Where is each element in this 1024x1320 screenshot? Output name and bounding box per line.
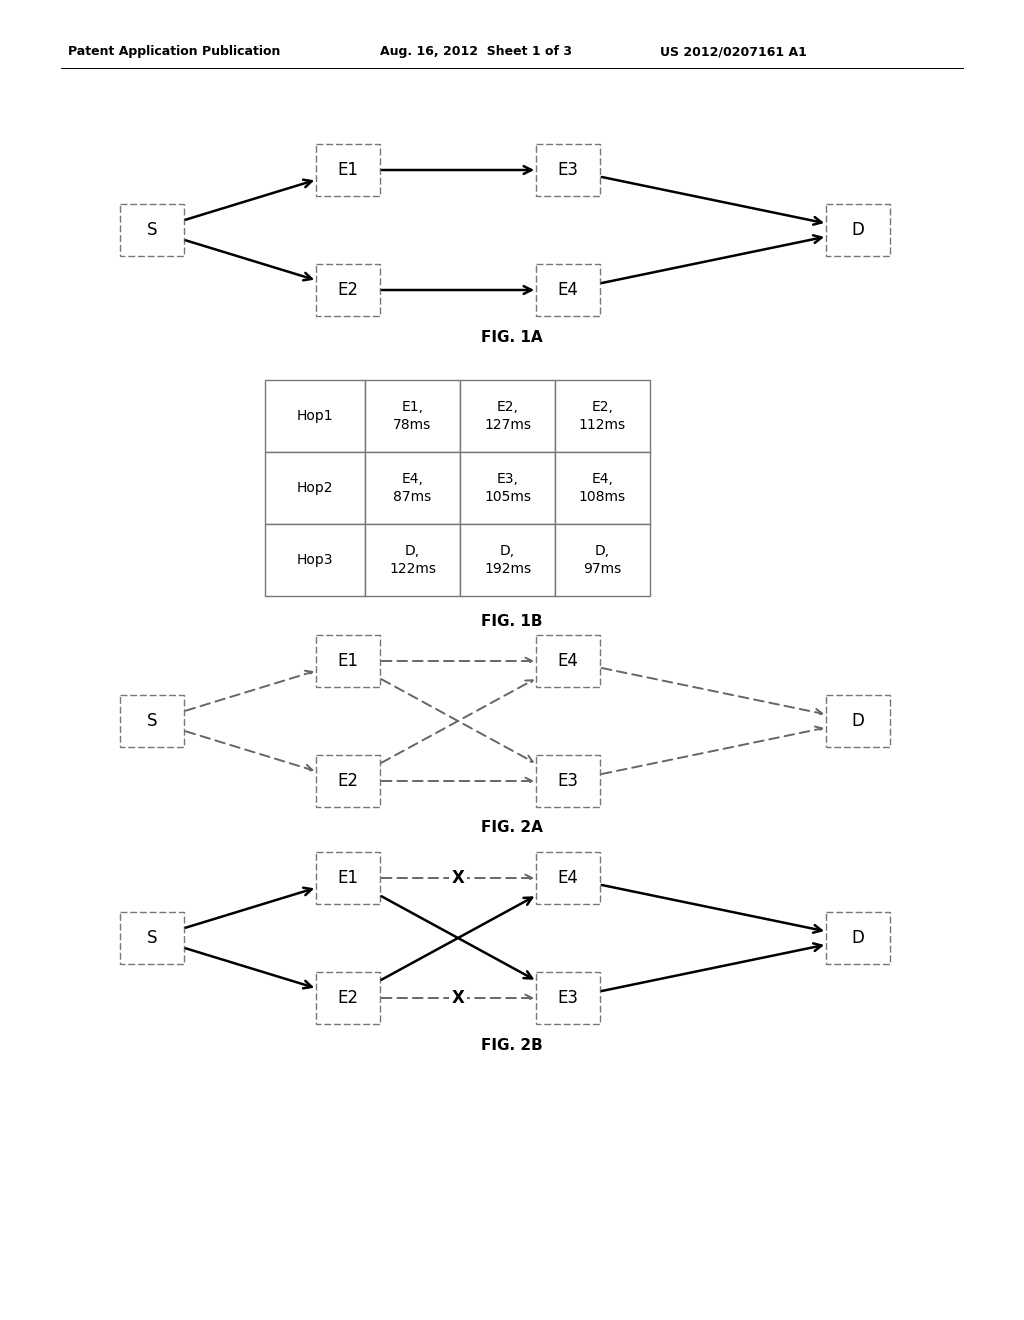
FancyBboxPatch shape xyxy=(120,912,184,964)
Bar xyxy=(555,451,650,524)
FancyBboxPatch shape xyxy=(536,635,600,686)
Bar xyxy=(365,451,460,524)
Text: E2: E2 xyxy=(338,989,358,1007)
Text: E4: E4 xyxy=(557,869,579,887)
FancyBboxPatch shape xyxy=(826,696,890,747)
Text: FIG. 2A: FIG. 2A xyxy=(481,821,543,836)
Text: E2: E2 xyxy=(338,772,358,789)
Bar xyxy=(265,524,365,597)
Text: FIG. 1A: FIG. 1A xyxy=(481,330,543,345)
Text: Hop2: Hop2 xyxy=(297,480,333,495)
Text: E3,
105ms: E3, 105ms xyxy=(484,473,531,504)
Bar xyxy=(365,380,460,451)
Text: Hop3: Hop3 xyxy=(297,553,333,568)
FancyBboxPatch shape xyxy=(316,635,380,686)
Bar xyxy=(265,380,365,451)
Text: E1: E1 xyxy=(338,652,358,671)
Text: E1: E1 xyxy=(338,869,358,887)
Text: E1,
78ms: E1, 78ms xyxy=(393,400,432,432)
Bar xyxy=(555,380,650,451)
Text: X: X xyxy=(452,869,465,887)
FancyBboxPatch shape xyxy=(120,696,184,747)
Bar xyxy=(460,380,555,451)
Text: E3: E3 xyxy=(557,989,579,1007)
FancyBboxPatch shape xyxy=(826,912,890,964)
Text: FIG. 1B: FIG. 1B xyxy=(481,614,543,628)
FancyBboxPatch shape xyxy=(536,264,600,315)
Bar xyxy=(555,524,650,597)
Text: E4,
87ms: E4, 87ms xyxy=(393,473,432,504)
Text: E2: E2 xyxy=(338,281,358,300)
FancyBboxPatch shape xyxy=(316,264,380,315)
Text: S: S xyxy=(146,711,158,730)
Text: E2,
127ms: E2, 127ms xyxy=(484,400,531,432)
Text: S: S xyxy=(146,220,158,239)
Text: D: D xyxy=(852,220,864,239)
Text: D: D xyxy=(852,929,864,946)
Text: E2,
112ms: E2, 112ms xyxy=(579,400,626,432)
FancyBboxPatch shape xyxy=(316,972,380,1024)
FancyBboxPatch shape xyxy=(120,205,184,256)
Bar xyxy=(365,524,460,597)
Text: Patent Application Publication: Patent Application Publication xyxy=(68,45,281,58)
FancyBboxPatch shape xyxy=(536,144,600,195)
Bar xyxy=(460,451,555,524)
FancyBboxPatch shape xyxy=(316,144,380,195)
Text: E3: E3 xyxy=(557,772,579,789)
FancyBboxPatch shape xyxy=(536,851,600,904)
FancyBboxPatch shape xyxy=(536,972,600,1024)
FancyBboxPatch shape xyxy=(316,851,380,904)
Text: E4,
108ms: E4, 108ms xyxy=(579,473,626,504)
Text: X: X xyxy=(452,989,465,1007)
Text: D,
192ms: D, 192ms xyxy=(484,544,531,576)
Text: Hop1: Hop1 xyxy=(297,409,334,422)
Text: US 2012/0207161 A1: US 2012/0207161 A1 xyxy=(660,45,807,58)
Bar xyxy=(265,451,365,524)
Text: E1: E1 xyxy=(338,161,358,180)
Text: E3: E3 xyxy=(557,161,579,180)
Bar xyxy=(460,524,555,597)
Text: D,
97ms: D, 97ms xyxy=(584,544,622,576)
Text: E4: E4 xyxy=(557,281,579,300)
Text: S: S xyxy=(146,929,158,946)
Text: E4: E4 xyxy=(557,652,579,671)
FancyBboxPatch shape xyxy=(316,755,380,807)
Text: Aug. 16, 2012  Sheet 1 of 3: Aug. 16, 2012 Sheet 1 of 3 xyxy=(380,45,572,58)
FancyBboxPatch shape xyxy=(536,755,600,807)
Text: FIG. 2B: FIG. 2B xyxy=(481,1038,543,1052)
Text: D,
122ms: D, 122ms xyxy=(389,544,436,576)
FancyBboxPatch shape xyxy=(826,205,890,256)
Text: D: D xyxy=(852,711,864,730)
